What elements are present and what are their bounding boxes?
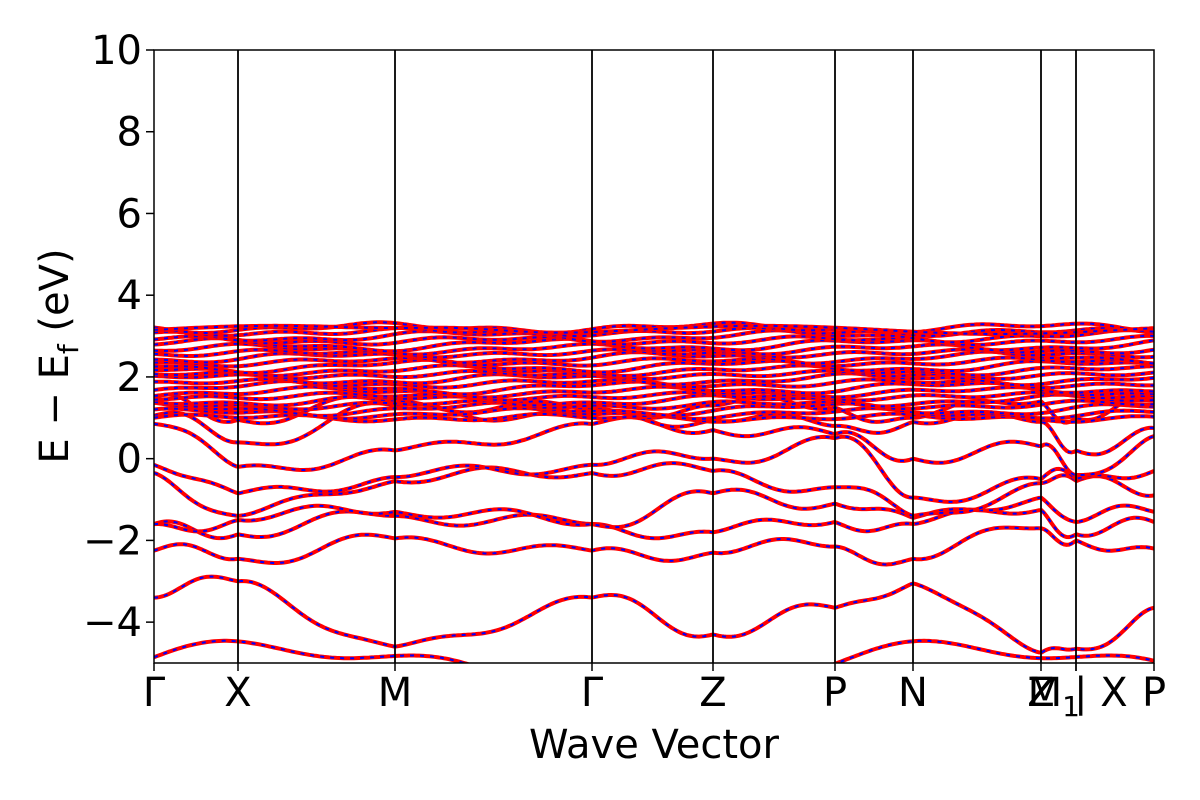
y-axis-ticks: −4 −2 0 2 4 6 8 10 (83, 28, 154, 646)
x-tick-label: Z (699, 670, 726, 716)
y-tick-label: 2 (117, 355, 142, 401)
x-tick-label: Γ (143, 670, 166, 716)
band-line-spin-down (154, 342, 1154, 356)
y-tick-label: 0 (117, 437, 142, 483)
y-axis-label-main: E − E (32, 354, 78, 464)
y-tick-label: −4 (83, 600, 142, 646)
band-line-spin-up (154, 574, 1154, 655)
band-line-spin-down (154, 324, 1154, 335)
band-line-spin-down (154, 321, 1154, 334)
band-line-spin-up (154, 638, 1154, 663)
x-tick-label: N (898, 670, 928, 716)
x-tick-label: Z (1027, 670, 1054, 716)
band-line-spin-down (154, 462, 1154, 517)
band-line-spin-up (154, 525, 1154, 567)
band-line-spin-down (154, 348, 1154, 359)
y-axis-label: E − Ef (eV) (32, 248, 85, 463)
y-tick-label: 10 (91, 28, 142, 74)
band-line-spin-down (154, 639, 1154, 663)
y-tick-label: −2 (83, 518, 142, 564)
x-tick-label: M (378, 670, 413, 716)
plot-frame (153, 49, 1155, 664)
y-tick-label: 4 (117, 273, 142, 319)
band-line-spin-down (154, 399, 1154, 411)
high-symmetry-lines (237, 50, 1077, 663)
band-line-spin-down (154, 385, 1154, 399)
y-tick-label: 8 (117, 110, 142, 156)
band-line-spin-down (154, 372, 1154, 387)
band-line-spin-down (154, 401, 1154, 417)
y-axis-label-unit: (eV) (32, 248, 78, 344)
bands-layer (154, 320, 1154, 663)
x-tick-label: Γ (581, 670, 604, 716)
band-line-spin-down (154, 358, 1154, 374)
band-line-spin-down (154, 326, 1154, 337)
band-line-spin-down (154, 435, 1154, 503)
band-line-spin-down (154, 402, 1154, 456)
band-line-spin-down (154, 369, 1154, 380)
band-line-spin-down (154, 364, 1154, 377)
x-tick-label: X (224, 670, 251, 716)
y-axis-label-subscript: f (52, 343, 85, 354)
x-axis-label: Wave Vector (529, 722, 780, 768)
x-tick-label: M1 (1028, 670, 1080, 723)
x-tick-label: | X (1074, 670, 1128, 716)
x-tick-label: P (1142, 670, 1166, 716)
band-line-spin-down (154, 393, 1154, 408)
band-line-spin-down (154, 526, 1154, 566)
y-tick-label: 6 (117, 191, 142, 237)
x-tick-label: P (823, 670, 847, 716)
band-line-spin-down (154, 337, 1154, 353)
band-line-spin-down (154, 488, 1154, 533)
band-line-spin-down (154, 508, 1154, 540)
band-line-spin-down (154, 356, 1154, 368)
band-line-spin-down (154, 391, 1154, 402)
band-line-spin-down (154, 329, 1154, 344)
band-line-spin-down (154, 334, 1154, 346)
